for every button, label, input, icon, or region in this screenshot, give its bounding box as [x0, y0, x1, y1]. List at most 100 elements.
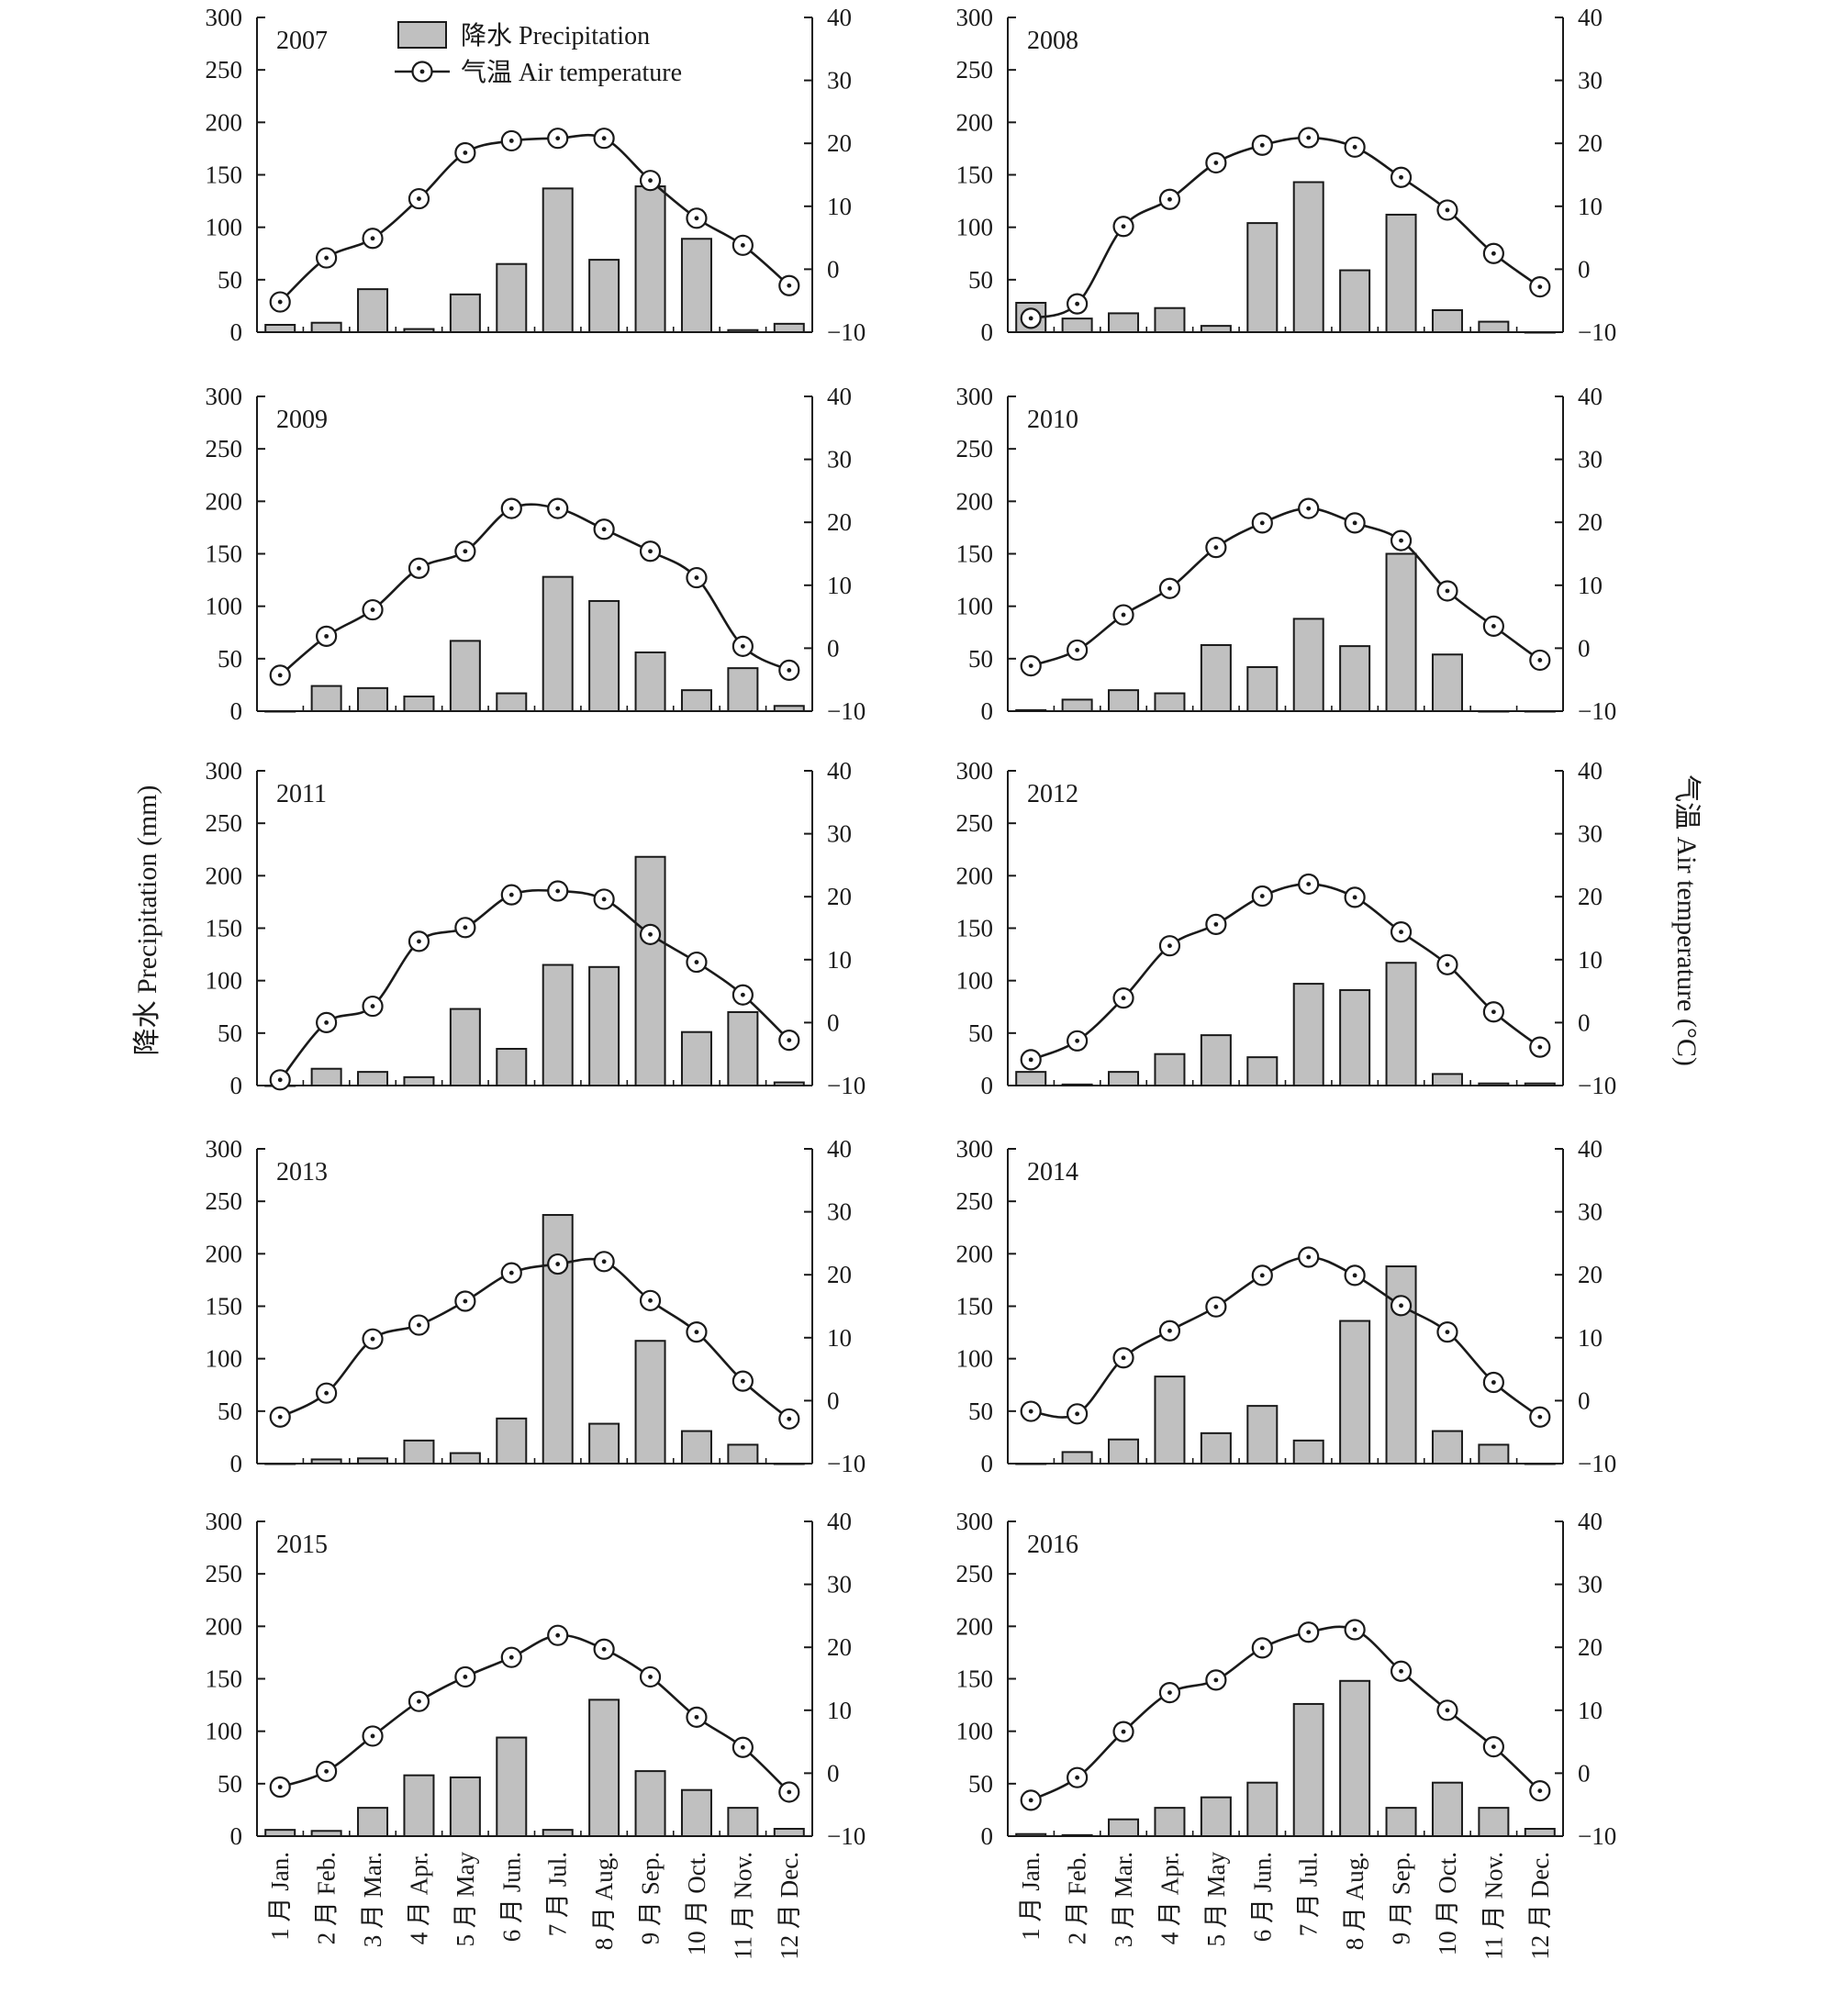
precip-bar: [1154, 1807, 1186, 1838]
temperature-marker-dot: [1028, 1798, 1033, 1803]
y-right-tick-label: 20: [827, 1633, 852, 1661]
temperature-marker-dot: [1306, 1254, 1312, 1260]
precip-bar: [1015, 1071, 1047, 1087]
temperature-marker-dot: [324, 633, 330, 639]
y-left-tick-label: 150: [206, 1665, 243, 1693]
precip-bar: [1015, 1463, 1047, 1465]
temperature-marker-dot: [648, 1675, 653, 1679]
y-left-tick-label: 150: [956, 162, 994, 189]
precip-bar: [634, 651, 666, 712]
temperature-marker-dot: [508, 139, 514, 143]
precip-bar: [403, 695, 435, 713]
temperature-marker-dot: [787, 1416, 792, 1421]
precip-bar: [773, 1081, 805, 1086]
temperature-line: [1030, 136, 1541, 320]
y-right-tick-label: 10: [1578, 572, 1603, 599]
temperature-marker-dot: [417, 939, 421, 944]
temperature-marker-dot: [648, 549, 653, 554]
precip-bar: [634, 1770, 666, 1837]
precip-bar: [1385, 1807, 1417, 1838]
y-left-tick-label: 250: [956, 1560, 994, 1587]
precip-bar: [1246, 222, 1279, 334]
precip-bar: [1431, 1073, 1463, 1087]
precip-bar: [1246, 665, 1279, 712]
temperature-marker-dot: [555, 1262, 561, 1266]
y-left-tick-label: 200: [956, 1612, 994, 1640]
month-tick-label: 7 月 Jul.: [1295, 1852, 1323, 1936]
temperature-marker-dot: [1491, 1744, 1496, 1749]
precip-bar: [496, 1417, 528, 1465]
temperature-marker-dot: [324, 1768, 330, 1774]
y-left-tick-label: 100: [206, 1345, 243, 1373]
month-tick-label: 11 月 Nov.: [1480, 1852, 1507, 1960]
month-tick-label: 1 月 Jan.: [1017, 1852, 1044, 1941]
month-tick-label: 10 月 Oct.: [683, 1852, 710, 1955]
temperature-marker-dot: [1306, 882, 1312, 886]
temperature-marker-dot: [463, 150, 468, 155]
temperature-marker-dot: [1445, 962, 1450, 967]
precip-bar: [1108, 1438, 1140, 1465]
panels-group: 050100150200250300−100102030402007050100…: [206, 4, 1617, 1850]
temperature-marker-dot: [740, 242, 745, 248]
temperature-marker-dot: [1259, 1645, 1265, 1651]
temperature-marker-dot: [370, 236, 375, 241]
y-left-tick-label: 300: [206, 383, 243, 410]
legend-line-label: 气温 Air temperature: [461, 58, 682, 87]
y-right-tick-label: 30: [827, 67, 852, 95]
temperature-marker-dot: [1028, 1409, 1033, 1414]
precip-bar: [496, 1736, 528, 1837]
y-left-tick-label: 100: [956, 1718, 994, 1745]
precip-bar: [1154, 306, 1186, 334]
temperature-marker-dot: [1399, 1303, 1403, 1309]
precip-bar: [1108, 1071, 1140, 1087]
month-tick-label: 8 月 Aug.: [590, 1852, 618, 1950]
temperature-marker-dot: [1399, 538, 1403, 543]
y-left-tick-label: 50: [218, 266, 242, 294]
y-right-tick-label: 20: [1578, 883, 1603, 910]
temperature-marker-dot: [601, 136, 607, 141]
chart-panel: 0 50 100 150 200 250 300 −10 0 10 20 30 40 2008: [956, 4, 1617, 346]
y-right-tick-label: 30: [1578, 1571, 1603, 1598]
temperature-marker-dot: [1352, 895, 1357, 900]
temperature-marker-dot: [555, 136, 561, 141]
temperature-marker-dot: [370, 607, 375, 612]
month-tick-label: 3 月 Mar.: [1110, 1852, 1137, 1947]
temperature-line: [279, 503, 790, 676]
temperature-line: [1031, 1255, 1541, 1419]
y-right-tick-label: 20: [827, 508, 852, 536]
y-right-tick-label: 20: [1578, 1261, 1603, 1288]
y-left-tick-label: 250: [206, 56, 243, 84]
temperature-marker-dot: [1445, 1708, 1450, 1713]
y-left-tick-label: 50: [218, 1398, 242, 1425]
month-tick-label: 3 月 Mar.: [359, 1852, 386, 1947]
legend-marker-dot: [419, 69, 425, 74]
y-right-tick-label: 30: [827, 446, 852, 473]
precip-bar: [1015, 708, 1047, 713]
precip-bar: [727, 1443, 759, 1465]
y-right-tick-label: 40: [1578, 1135, 1603, 1163]
precip-bar: [449, 293, 481, 333]
temperature-marker-dot: [417, 565, 421, 571]
y-left-tick-label: 250: [956, 1187, 994, 1215]
y-left-tick-label: 250: [206, 435, 243, 462]
precip-bar: [1200, 1431, 1232, 1465]
temperature-line: [279, 1633, 790, 1793]
legend-bar-swatch: [397, 21, 447, 49]
month-tick-label: 6 月 Jun.: [1248, 1852, 1276, 1942]
temperature-marker-dot: [1399, 930, 1403, 935]
precip-bar: [357, 1807, 389, 1838]
temperature-marker-dot: [1352, 1627, 1357, 1632]
y-left-tick-label: 50: [968, 1398, 993, 1425]
temperature-marker-dot: [370, 1004, 375, 1008]
precip-bar: [496, 262, 528, 333]
precip-bar: [1385, 552, 1417, 712]
temperature-line: [279, 1257, 790, 1420]
precip-bar: [1154, 1376, 1186, 1465]
y-right-tick-label: 0: [827, 255, 840, 283]
precip-bar: [1154, 1053, 1186, 1086]
y-right-tick-label: 10: [827, 193, 852, 220]
temperature-marker-dot: [277, 299, 283, 305]
y-left-tick-label: 50: [218, 1019, 242, 1047]
chart-panel: 0 50 100 150 200 250 300 −10 0 10 20 30 40 2014: [956, 1135, 1617, 1477]
temperature-marker-dot: [1028, 1057, 1033, 1063]
